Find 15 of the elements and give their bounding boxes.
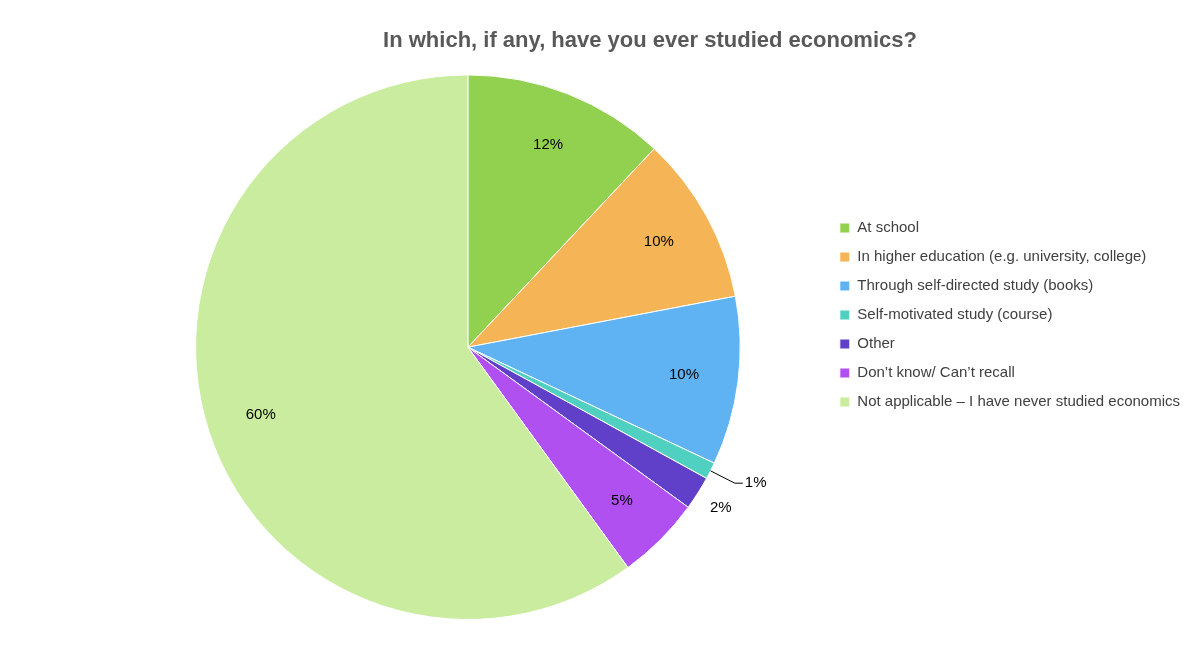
data-label: 12% <box>533 134 564 152</box>
data-label: 10% <box>669 364 700 382</box>
data-label: 1% <box>744 473 767 491</box>
legend-label: Through self-directed study (books) <box>857 276 1094 294</box>
chart-title: In which, if any, have you ever studied economics? <box>383 27 917 53</box>
data-label: 60% <box>245 404 276 422</box>
legend-label: Other <box>857 334 895 352</box>
data-label: 10% <box>643 232 674 250</box>
data-label: 5% <box>611 491 633 509</box>
legend-label: Self-motivated study (course) <box>857 305 1053 323</box>
legend-label: At school <box>857 218 920 236</box>
data-label: 2% <box>709 497 732 515</box>
legend-label: Don’t know/ Can’t recall <box>857 363 1015 381</box>
legend-label: In higher education (e.g. university, college) <box>857 247 1147 265</box>
legend-label: Not applicable – I have never studied economics <box>857 392 1181 410</box>
